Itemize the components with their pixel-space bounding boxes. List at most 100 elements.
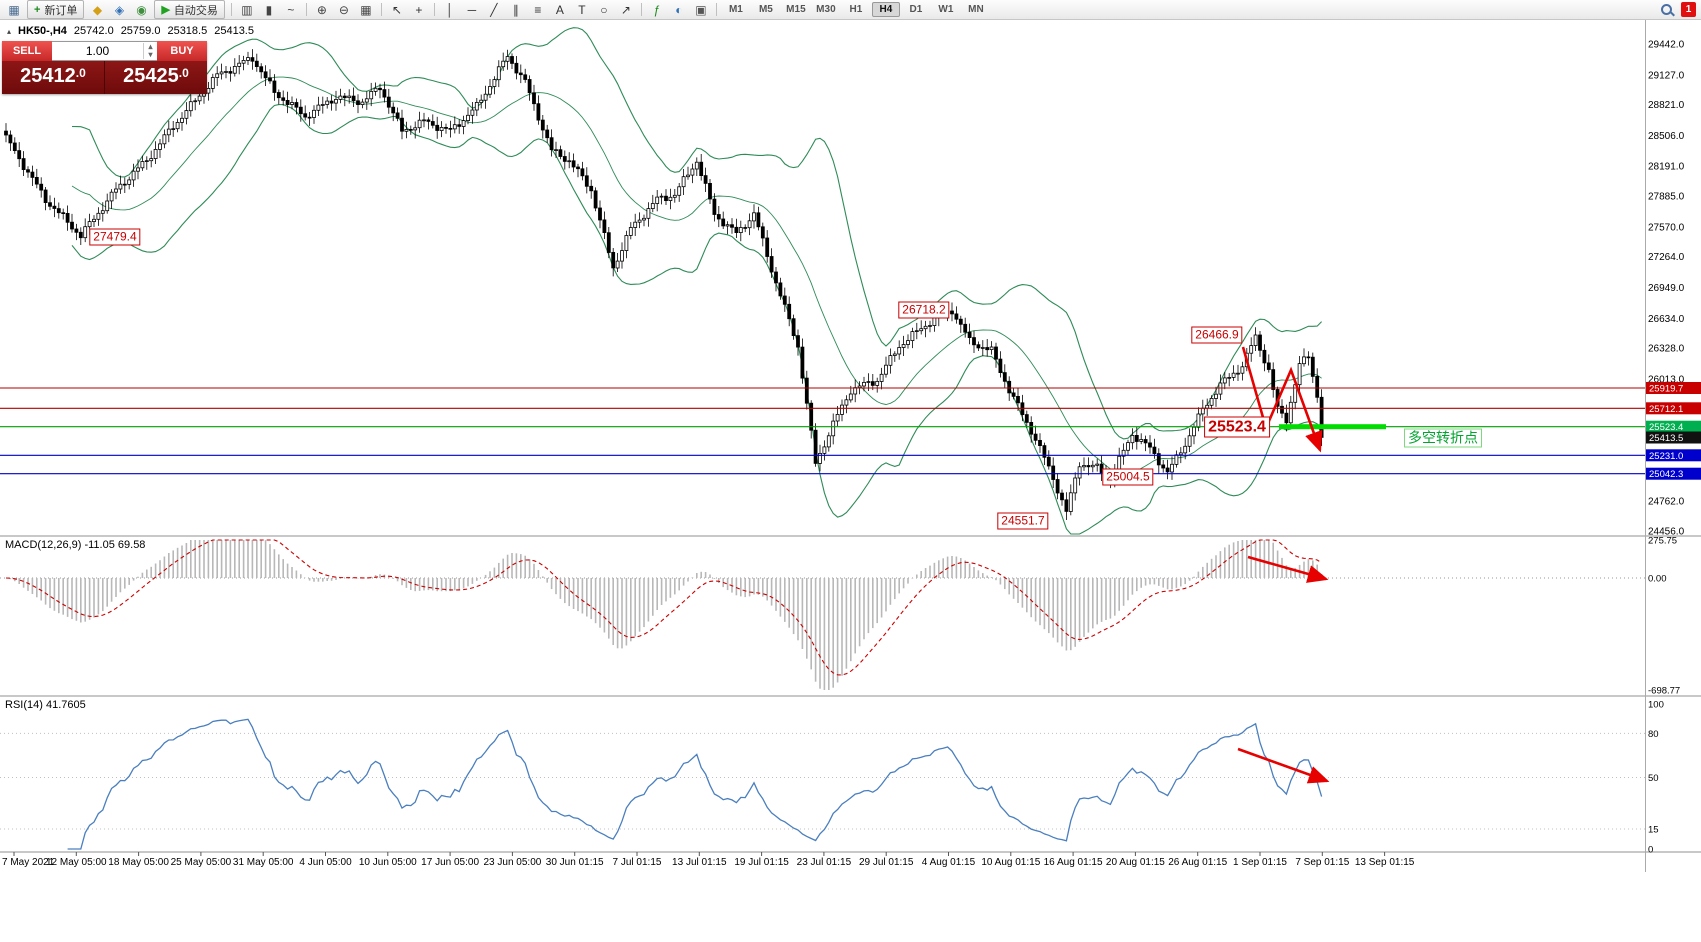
price-axis-labels: 29442.0 29127.0 28821.0 28506.0 28191.0 27885… bbox=[1648, 40, 1685, 538]
timeframe-mn[interactable]: MN bbox=[968, 4, 984, 15]
zoom-in-icon[interactable]: ⊕ bbox=[316, 2, 327, 17]
cursor-icon[interactable]: ↖ bbox=[391, 2, 402, 17]
resistance-line-upper-tag bbox=[1646, 382, 1701, 394]
svg-text:13 Sep 01:15: 13 Sep 01:15 bbox=[1355, 857, 1415, 868]
svg-text:13 Jul 01:15: 13 Jul 01:15 bbox=[672, 857, 727, 868]
ohlc-low: 25318.5 bbox=[167, 25, 208, 37]
period-icon[interactable]: ◐ bbox=[675, 2, 683, 17]
pivot-line-green-segment[interactable] bbox=[1279, 424, 1386, 430]
ohlc-open: 25742.0 bbox=[73, 25, 114, 37]
rsi-indicator-label: RSI(14) 41.7605 bbox=[5, 699, 86, 711]
svg-text:28821.0: 28821.0 bbox=[1648, 100, 1685, 111]
toolbar-separator bbox=[230, 3, 232, 16]
trendline-icon[interactable]: ╱ bbox=[490, 2, 498, 17]
template-icon[interactable]: ▣ bbox=[695, 2, 707, 17]
svg-text:15: 15 bbox=[1648, 825, 1659, 836]
data-window-icon[interactable]: ◈ bbox=[114, 2, 125, 17]
horizontal-line-icon[interactable]: ─ bbox=[467, 2, 477, 17]
volume-down-icon[interactable]: ▾ bbox=[148, 50, 153, 59]
timeframe-m5[interactable]: M5 bbox=[758, 4, 773, 15]
price-label-25004[interactable]: 25004.5 bbox=[1102, 468, 1154, 486]
crosshair-icon[interactable]: + bbox=[415, 2, 423, 17]
top-toolbar: ▦ + 新订单 ◆ ◈ ◉ ▶ 自动交易 ▥ ▮ ~ ⊕ ⊖ ▦ ↖ + │ ─ ╱ ∥ ≡ A T ○ ↗ ƒ ◐ ▣ M1 M5 M15… bbox=[0, 0, 1701, 20]
label-icon[interactable]: T bbox=[578, 2, 586, 17]
horizontal-levels bbox=[0, 387, 1645, 475]
macd-down-arrow[interactable] bbox=[1247, 555, 1329, 583]
buy-button[interactable]: BUY bbox=[157, 41, 207, 61]
toolbar-separator bbox=[305, 3, 307, 16]
price-down-arrow[interactable] bbox=[1241, 346, 1323, 453]
shapes-icon[interactable]: ○ bbox=[600, 2, 608, 17]
svg-text:100: 100 bbox=[1648, 700, 1664, 711]
new-order-button[interactable]: + 新订单 bbox=[27, 0, 85, 19]
svg-text:4 Jun 05:00: 4 Jun 05:00 bbox=[299, 857, 352, 868]
line-chart-icon[interactable]: ~ bbox=[287, 2, 295, 17]
sell-button[interactable]: SELL bbox=[2, 41, 52, 61]
svg-text:1 Sep 01:15: 1 Sep 01:15 bbox=[1233, 857, 1287, 868]
svg-text:23 Jun 05:00: 23 Jun 05:00 bbox=[483, 857, 541, 868]
tile-windows-icon[interactable]: ▦ bbox=[360, 2, 372, 17]
autotrade-button[interactable]: ▶ 自动交易 bbox=[154, 0, 225, 19]
bar-chart-icon[interactable]: ▥ bbox=[241, 2, 253, 17]
rsi-axis-labels: 100 80 50 15 0 bbox=[1648, 700, 1664, 856]
timeframe-m15[interactable]: M15 bbox=[786, 4, 806, 15]
price-label-24551[interactable]: 24551.7 bbox=[997, 512, 1049, 530]
timeframe-h4[interactable]: H4 bbox=[871, 2, 900, 17]
svg-text:27264.0: 27264.0 bbox=[1648, 252, 1685, 263]
volume-input[interactable]: 1.00 bbox=[85, 44, 110, 58]
pivot-note-label[interactable]: 多空转折点 bbox=[1404, 428, 1482, 448]
navigator-icon[interactable]: ◉ bbox=[136, 2, 147, 17]
price-label-26466[interactable]: 26466.9 bbox=[1191, 326, 1243, 344]
svg-text:29 Jul 01:15: 29 Jul 01:15 bbox=[859, 857, 914, 868]
price-label-25523[interactable]: 25523.4 bbox=[1204, 416, 1270, 438]
timeframe-w1[interactable]: W1 bbox=[938, 4, 954, 15]
candlestick-chart-icon[interactable]: ▮ bbox=[265, 2, 273, 17]
toolbar-separator bbox=[715, 3, 717, 16]
text-icon[interactable]: A bbox=[555, 2, 564, 17]
channel-icon[interactable]: ∥ bbox=[512, 2, 519, 17]
svg-text:80: 80 bbox=[1648, 729, 1659, 740]
buy-price[interactable]: 25425.0 bbox=[123, 65, 189, 87]
svg-text:12 May 05:00: 12 May 05:00 bbox=[46, 857, 107, 868]
svg-text:25712.1: 25712.1 bbox=[1649, 404, 1683, 415]
search-icon[interactable] bbox=[1659, 2, 1675, 18]
price-label-27479[interactable]: 27479.4 bbox=[89, 228, 141, 246]
svg-text:0.00: 0.00 bbox=[1648, 574, 1667, 585]
zoom-out-icon[interactable]: ⊖ bbox=[338, 2, 349, 17]
svg-text:7 May 2021: 7 May 2021 bbox=[2, 857, 55, 868]
svg-text:28506.0: 28506.0 bbox=[1648, 131, 1685, 142]
vertical-line-icon[interactable]: │ bbox=[446, 2, 454, 17]
timeframe-h1[interactable]: H1 bbox=[849, 4, 863, 15]
current-price-tag-tag bbox=[1646, 431, 1701, 444]
fibonacci-icon[interactable]: ≡ bbox=[534, 2, 542, 17]
support-line-upper-tag bbox=[1646, 449, 1701, 462]
arrow-tool-icon[interactable]: ↗ bbox=[620, 2, 631, 17]
rsi-line bbox=[67, 718, 1323, 850]
rsi-down-arrow[interactable] bbox=[1237, 747, 1330, 784]
ohlc-high: 25759.0 bbox=[120, 25, 161, 37]
autotrade-button-label: 自动交易 bbox=[173, 4, 218, 17]
svg-text:28191.0: 28191.0 bbox=[1648, 162, 1685, 173]
timeframe-m30[interactable]: M30 bbox=[816, 4, 836, 15]
svg-text:7 Sep 01:15: 7 Sep 01:15 bbox=[1295, 857, 1349, 868]
notification-badge[interactable]: 1 bbox=[1681, 2, 1696, 17]
sell-price[interactable]: 25412.0 bbox=[20, 65, 86, 87]
svg-text:27885.0: 27885.0 bbox=[1648, 192, 1685, 203]
svg-text:26328.0: 26328.0 bbox=[1648, 344, 1685, 355]
add-indicator-icon[interactable]: ƒ bbox=[653, 2, 661, 17]
market-watch-icon[interactable]: ◆ bbox=[92, 2, 103, 17]
bollinger-bands bbox=[71, 27, 1323, 535]
macd-axis-labels: 275.75 0.00 -698.77 bbox=[1648, 536, 1680, 697]
svg-text:4 Aug 01:15: 4 Aug 01:15 bbox=[922, 857, 976, 868]
timeframe-d1[interactable]: D1 bbox=[909, 4, 923, 15]
svg-text:24762.0: 24762.0 bbox=[1648, 497, 1685, 508]
candles-layer bbox=[4, 49, 1324, 520]
svg-text:27570.0: 27570.0 bbox=[1648, 222, 1685, 233]
volume-up-icon[interactable]: ▴ bbox=[148, 42, 153, 51]
price-label-26718[interactable]: 26718.2 bbox=[898, 301, 950, 319]
chart-canvas[interactable]: 29442.0 29127.0 28821.0 28506.0 28191.0 27885… bbox=[0, 20, 1701, 872]
chart-window-icon[interactable]: ▦ bbox=[8, 2, 20, 17]
collapse-oneclick-icon[interactable]: ▴ bbox=[7, 26, 12, 36]
timeframe-m1[interactable]: M1 bbox=[728, 4, 743, 15]
